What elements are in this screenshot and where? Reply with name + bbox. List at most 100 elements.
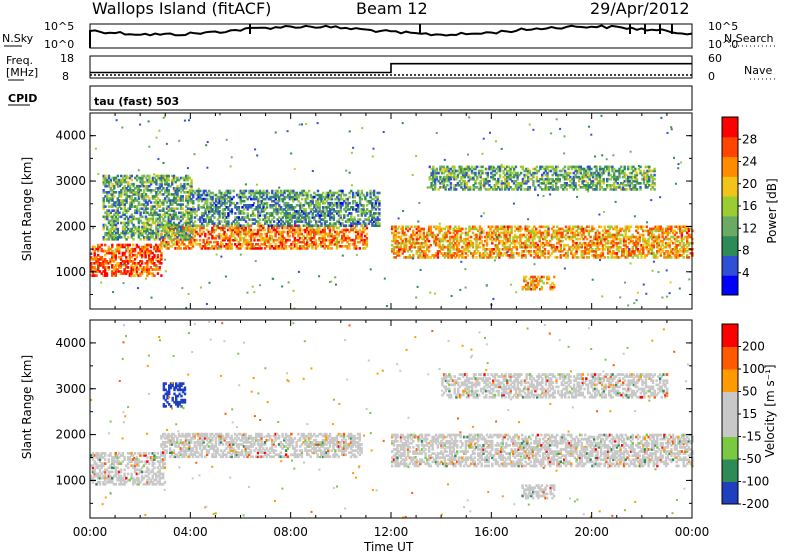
echo-cell (93, 258, 96, 261)
echo-cell (142, 205, 146, 208)
echo-cell (504, 182, 507, 185)
echo-cell (135, 174, 139, 178)
echo-cell (190, 229, 193, 233)
echo-cell (447, 231, 450, 235)
echo-cell (153, 247, 156, 251)
echo-cell (371, 208, 374, 211)
echo-cell (543, 248, 547, 251)
echo-cell (480, 235, 483, 239)
echo-cell (505, 254, 508, 257)
echo-cell (274, 189, 277, 193)
echo-cell (107, 249, 110, 253)
echo-cell (274, 206, 277, 209)
echo-cell (330, 206, 334, 209)
echo-cell (172, 187, 176, 190)
echo-cell (281, 199, 284, 203)
echo-cell (162, 201, 165, 204)
echo-cell (503, 241, 506, 245)
echo-cell (426, 235, 429, 239)
echo-cell (133, 264, 137, 267)
echo-cell (549, 239, 552, 243)
echo-cell (513, 239, 517, 243)
echo-cell (480, 241, 483, 245)
echo-cell (605, 235, 608, 239)
echo-cell (250, 206, 253, 209)
echo-cell (132, 215, 135, 219)
echo-cell (325, 214, 328, 217)
echo-cell (355, 220, 358, 223)
echo-cell (470, 171, 474, 175)
echo-cell (149, 258, 153, 261)
echo-cell (302, 224, 306, 227)
echo-cell (628, 225, 631, 229)
echo-cell (228, 234, 232, 238)
echo-cell (330, 232, 333, 236)
echo-cell (291, 232, 295, 236)
echo-cell (529, 235, 533, 239)
echo-cell (139, 229, 142, 233)
beam-title: Beam 12 (356, 0, 428, 18)
echo-cell (378, 218, 381, 221)
echo-cell (181, 240, 184, 244)
echo-cell (262, 204, 265, 207)
echo-cell (137, 221, 141, 225)
echo-cell (153, 221, 156, 225)
echo-cell (325, 245, 328, 248)
echo-cell (582, 250, 585, 253)
echo-cell (147, 251, 151, 255)
echo-cell (440, 177, 444, 181)
echo-cell (570, 250, 573, 253)
echo-cell (90, 274, 93, 277)
echo-cell (654, 239, 657, 243)
echo-cell (365, 224, 369, 228)
echo-cell (515, 248, 519, 251)
nave-tick-top: 60 (708, 52, 722, 65)
echo-cell (167, 217, 170, 221)
echo-cell (123, 193, 126, 196)
echo-cell (452, 239, 455, 243)
echo-cell (149, 207, 153, 210)
echo-cell (308, 204, 311, 207)
echo-cell (486, 173, 489, 177)
echo-cell (290, 220, 293, 223)
echo-cell (323, 226, 326, 230)
echo-cell (441, 233, 445, 237)
echo-cell (244, 226, 247, 230)
echo-cell (151, 217, 155, 221)
echo-cell (149, 211, 153, 215)
echo-cell (279, 243, 282, 246)
echo-cell (190, 213, 193, 217)
echo-cell (413, 241, 417, 245)
echo-cell (123, 233, 126, 237)
echo-cell (244, 243, 247, 246)
echo-cell (90, 258, 93, 261)
echo-cell (494, 231, 497, 235)
echo-cell (292, 197, 295, 201)
echo-cell (323, 212, 327, 215)
echo-cell (464, 239, 468, 243)
echo-cell (237, 216, 241, 219)
echo-cell (123, 180, 126, 184)
echo-cell (318, 220, 321, 223)
echo-cell (617, 248, 620, 251)
echo-cell (186, 236, 190, 239)
echo-cell (504, 188, 507, 191)
echo-cell (139, 215, 142, 219)
echo-cell (135, 184, 139, 188)
echo-cell (207, 206, 211, 209)
echo-cell (313, 228, 316, 232)
echo-cell (162, 243, 165, 246)
echo-cell (533, 229, 536, 233)
echo-cell (306, 232, 309, 236)
echo-cell (107, 231, 111, 235)
echo-cell (176, 199, 179, 202)
echo-cell (265, 201, 269, 205)
echo-cell (176, 184, 179, 188)
echo-cell (455, 169, 458, 173)
echo-cell (557, 241, 561, 245)
echo-cell (374, 208, 378, 211)
echo-cell (116, 219, 119, 223)
echo-cell (339, 245, 342, 248)
echo-cell (301, 191, 304, 195)
echo-cell (198, 234, 202, 238)
